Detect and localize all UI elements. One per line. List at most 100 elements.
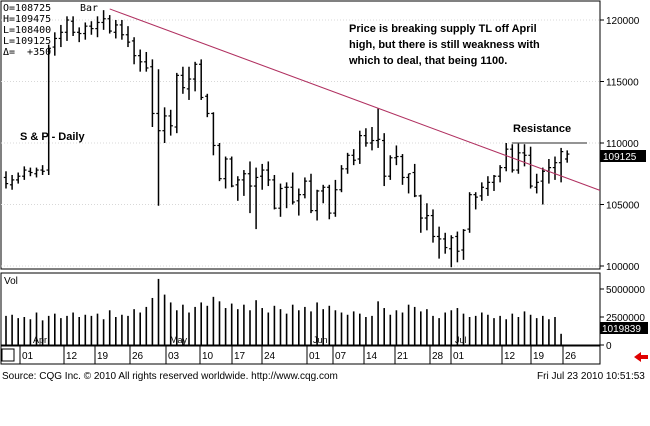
date-tick-label: 01	[309, 351, 321, 362]
ohlc-bar	[229, 156, 234, 188]
open-value: 108725	[15, 3, 51, 14]
ohlc-bar	[321, 184, 326, 204]
ohlc-bar	[46, 44, 51, 175]
annotation-line-1: Price is breaking supply TL off April	[349, 23, 537, 35]
change-value: +350	[27, 47, 51, 58]
ohlc-bar	[241, 170, 247, 196]
ohlc-bar	[375, 108, 381, 148]
ohlc-bar	[211, 112, 216, 156]
ohlc-bar	[223, 156, 228, 189]
ohlc-bar	[565, 150, 570, 163]
ohlc-bar	[412, 163, 417, 198]
ohlc-bar	[497, 165, 503, 183]
date-axis-labels: 01 12 19 26 03 10 17 24 01 07 14 21 28 01 12 19 26	[19, 346, 577, 364]
ohlc-bar	[266, 161, 271, 187]
ohlc-bar	[119, 20, 125, 40]
date-tick-label: 24	[264, 351, 276, 362]
volume-tick-label: 5000000	[606, 285, 645, 296]
volume-bars	[5, 278, 562, 345]
source-footer: Source: CQG Inc. © 2010 All rights reser…	[2, 371, 338, 382]
price-gridlines	[1, 19, 600, 267]
ohlc-bar	[217, 143, 222, 182]
ohlc-bar	[314, 189, 320, 221]
date-tick-label: 12	[504, 351, 516, 362]
ohlc-bar	[418, 194, 423, 233]
ohlc-bar	[101, 10, 106, 30]
ohlc-bar	[473, 192, 478, 210]
scroll-right-arrow-icon[interactable]	[634, 352, 648, 362]
ohlc-bar	[95, 16, 100, 38]
ohlc-bar	[113, 20, 118, 39]
ohlc-bar	[205, 93, 210, 118]
annotation-line-2: high, but there is still weakness with	[349, 39, 540, 51]
price-tick-label: 100000	[606, 262, 640, 273]
volume-axis-labels: 5000000 2500000 0	[600, 285, 645, 352]
annotation-line-3: which to deal, that being 1100.	[348, 55, 507, 67]
svg-text:O=108725: O=108725	[3, 3, 51, 14]
price-tick-label: 110000	[606, 139, 639, 150]
ohlc-header: O=108725 H=109475 L=108400 L=109125 Δ= +3…	[3, 3, 98, 58]
month-label: Jun	[313, 335, 328, 345]
supply-trendline	[109, 8, 601, 191]
svg-text:H=109475: H=109475	[3, 14, 51, 25]
ohlc-bar	[272, 174, 277, 210]
ohlc-bar	[479, 182, 484, 201]
last-volume-box	[600, 322, 648, 334]
ohlc-bar	[351, 149, 356, 166]
ohlc-bar	[558, 147, 564, 183]
ohlc-bar	[491, 174, 497, 191]
ohlc-bar	[70, 16, 76, 36]
ohlc-bar	[9, 174, 15, 190]
ohlc-bar	[449, 235, 454, 268]
ohlc-bar	[77, 27, 82, 43]
volume-label: Vol	[4, 276, 18, 287]
ohlc-bar	[83, 22, 88, 40]
ohlc-bar	[40, 165, 45, 175]
month-labels: Apr May Jun Jul	[33, 335, 467, 345]
low-value: 108400	[15, 25, 51, 36]
price-axis-labels: 120000 115000 110000 105000 100000	[600, 16, 640, 273]
ohlc-bar	[552, 156, 558, 180]
ohlc-bar	[339, 165, 344, 193]
date-tick-label: 26	[132, 351, 144, 362]
scroll-handle[interactable]	[1, 348, 15, 362]
ohlc-bar	[278, 183, 283, 217]
ohlc-bar	[235, 176, 240, 201]
ohlc-bar	[150, 59, 155, 128]
ohlc-bar	[436, 226, 442, 259]
ohlc-bar	[333, 179, 338, 217]
date-tick-label: 07	[335, 351, 347, 362]
ohlc-bar	[168, 109, 173, 136]
ohlc-bar	[192, 61, 198, 92]
ohlc-bar	[296, 188, 301, 216]
volume-tick-label: 0	[606, 341, 612, 352]
volume-panel-border	[0, 272, 601, 346]
ohlc-bar	[382, 133, 387, 187]
month-label: May	[170, 335, 188, 345]
ohlc-bar	[406, 173, 411, 194]
ohlc-bar	[107, 15, 112, 34]
ohlc-bar	[3, 171, 9, 189]
bar-style-label: Bar	[80, 3, 98, 14]
volume-tick-label: 2500000	[606, 313, 645, 324]
svg-text:L=109125: L=109125	[3, 36, 51, 47]
close-value: 109125	[15, 36, 51, 47]
month-label: Jul	[455, 335, 467, 345]
ohlc-bar	[394, 145, 399, 166]
ohlc-bar	[174, 72, 179, 134]
svg-text:Δ=+350: Δ= +350	[3, 47, 51, 58]
ohlc-bar	[516, 143, 521, 174]
date-tick-label: 14	[366, 351, 378, 362]
ohlc-bar	[52, 32, 57, 56]
ohlc-bar	[28, 167, 33, 177]
high-value: 109475	[15, 14, 51, 25]
ohlc-bar	[302, 177, 308, 199]
ohlc-bar	[156, 69, 161, 206]
open-label: O=	[3, 3, 15, 14]
ohlc-bar	[125, 26, 131, 48]
ohlc-bar	[89, 21, 94, 35]
resistance-label: Resistance	[513, 123, 571, 135]
date-tick-label: 17	[234, 351, 246, 362]
